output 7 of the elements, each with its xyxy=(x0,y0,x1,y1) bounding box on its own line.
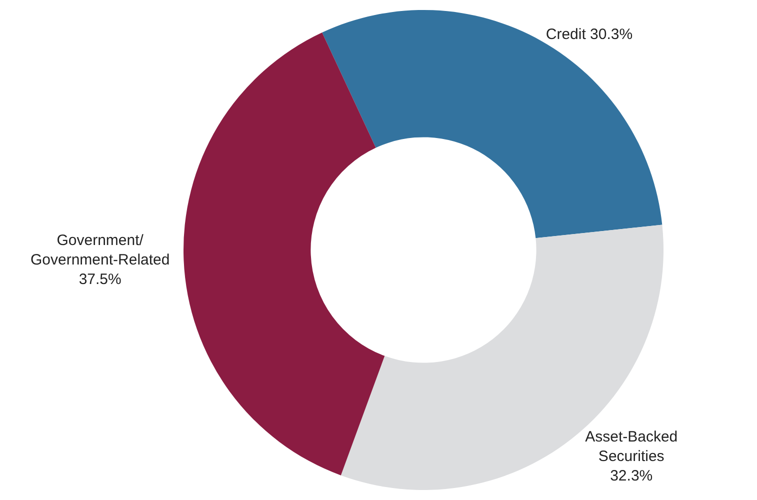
slice-label: Government/ Government-Related xyxy=(30,232,170,269)
slice-label: Asset-Backed Securities xyxy=(585,428,678,466)
data-label: 32.3% xyxy=(610,468,653,485)
donut-slice xyxy=(184,32,385,476)
slice-label: Credit 30.3% xyxy=(546,26,633,44)
data-label: 37.5% xyxy=(78,271,122,288)
donut-slice xyxy=(322,10,662,238)
